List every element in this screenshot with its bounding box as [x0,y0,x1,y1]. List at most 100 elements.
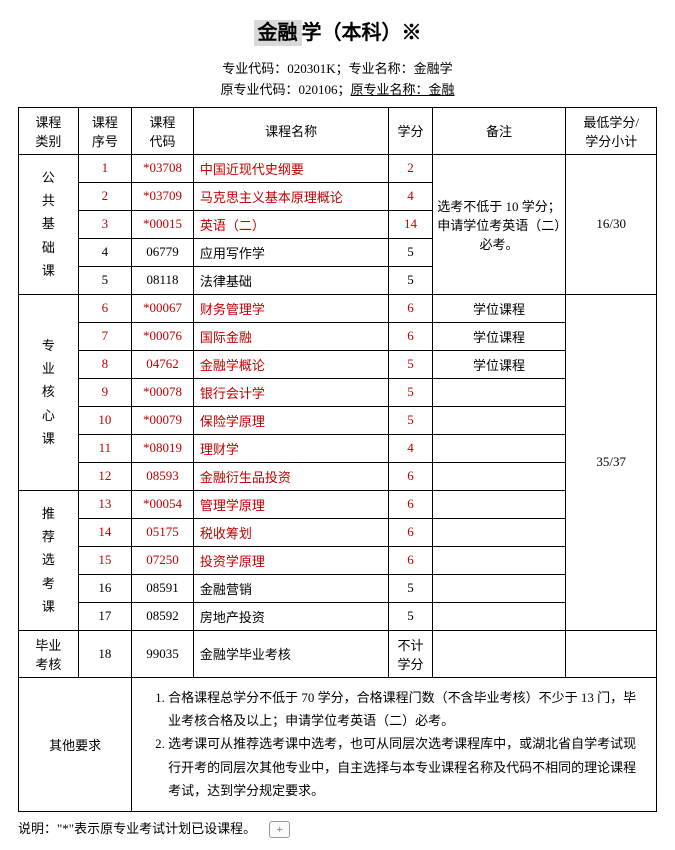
other-notes-cell: 合格课程总学分不低于 70 学分，合格课程门数（不含毕业考核）不少于 13 门，… [132,677,657,811]
code-cell: *00076 [132,322,194,350]
name-cell: 法律基础 [193,266,389,294]
code-cell: 08593 [132,462,194,490]
credit-cell: 5 [389,238,432,266]
credit-cell: 5 [389,602,432,630]
code-cell: 06779 [132,238,194,266]
code-cell: 08592 [132,602,194,630]
name-cell: 英语（二） [193,210,389,238]
code-cell: 08591 [132,574,194,602]
code-cell: *00015 [132,210,194,238]
code-cell: *00079 [132,406,194,434]
credit-cell: 6 [389,322,432,350]
name-cell: 金融营销 [193,574,389,602]
name-cell: 金融学毕业考核 [193,630,389,677]
table-row: 专业核心课6*00067财务管理学6学位课程35/37 [19,294,657,322]
credit-cell: 6 [389,462,432,490]
remark-cell: 选考不低于 10 学分；申请学位考英语（二）必考。 [432,154,566,294]
seq-cell: 14 [78,518,132,546]
table-row: 1708592房地产投资5 [19,602,657,630]
meta-block: 专业代码：020301K；专业名称：金融学 原专业代码：020106；原专业名称… [18,59,657,101]
meta-line-1: 专业代码：020301K；专业名称：金融学 [18,59,657,80]
credit-cell: 5 [389,574,432,602]
h-seq: 课程序号 [78,107,132,154]
remark-cell [432,406,566,434]
table-row: 11*08019理财学4 [19,434,657,462]
remark-cell [432,490,566,518]
code-cell: *00067 [132,294,194,322]
table-row: 1405175税收筹划6 [19,518,657,546]
h-category: 课程类别 [19,107,79,154]
table-row: 1608591金融营销5 [19,574,657,602]
name-cell: 保险学原理 [193,406,389,434]
name-cell: 管理学原理 [193,490,389,518]
code-cell: *03708 [132,154,194,182]
name-cell: 马克思主义基本原理概论 [193,182,389,210]
code-cell: 04762 [132,350,194,378]
h-name: 课程名称 [193,107,389,154]
table-row: 毕业考核1899035金融学毕业考核不计学分 [19,630,657,677]
category-cell: 推荐选考课 [19,490,79,630]
credit-cell: 5 [389,350,432,378]
remark-cell [432,630,566,677]
curriculum-table: 课程类别 课程序号 课程代码 课程名称 学分 备注 最低学分/学分小计 公共基础… [18,107,657,812]
remark-cell: 学位课程 [432,294,566,322]
title-highlight: 金融 [254,20,302,46]
seq-cell: 11 [78,434,132,462]
credit-cell: 6 [389,518,432,546]
min-cell [566,630,657,677]
table-row: 1507250投资学原理6 [19,546,657,574]
seq-cell: 13 [78,490,132,518]
header-row: 课程类别 课程序号 课程代码 课程名称 学分 备注 最低学分/学分小计 [19,107,657,154]
remark-cell: 学位课程 [432,350,566,378]
seq-cell: 17 [78,602,132,630]
name-cell: 金融学概论 [193,350,389,378]
remark-cell: 学位课程 [432,322,566,350]
name-cell: 国际金融 [193,322,389,350]
h-min: 最低学分/学分小计 [566,107,657,154]
code-cell: 99035 [132,630,194,677]
name-cell: 税收筹划 [193,518,389,546]
remark-cell [432,378,566,406]
seq-cell: 2 [78,182,132,210]
remark-cell [432,602,566,630]
table-row: 推荐选考课13*00054管理学原理6 [19,490,657,518]
category-cell: 公共基础课 [19,154,79,294]
seq-cell: 12 [78,462,132,490]
note-item: 合格课程总学分不低于 70 学分，合格课程门数（不含毕业考核）不少于 13 门，… [168,686,644,733]
note-item: 选考课可从推荐选考课中选考，也可从同层次选考课程库中，或湖北省自学考试现行开考的… [168,732,644,802]
code-cell: *00078 [132,378,194,406]
footer: 说明："*"表示原专业考试计划已设课程。 + [18,818,657,838]
name-cell: 投资学原理 [193,546,389,574]
remark-cell [432,574,566,602]
credit-cell: 4 [389,434,432,462]
seq-cell: 16 [78,574,132,602]
seq-cell: 9 [78,378,132,406]
page-title: 金融学（本科）※ [18,16,657,45]
table-row: 7*00076国际金融6学位课程 [19,322,657,350]
seq-cell: 15 [78,546,132,574]
code-cell: *00054 [132,490,194,518]
seq-cell: 5 [78,266,132,294]
credit-cell: 4 [389,182,432,210]
table-row: 804762金融学概论5学位课程 [19,350,657,378]
name-cell: 理财学 [193,434,389,462]
code-cell: 05175 [132,518,194,546]
name-cell: 应用写作学 [193,238,389,266]
min-cell: 16/30 [566,154,657,294]
add-button[interactable]: + [269,821,290,838]
credit-cell: 6 [389,546,432,574]
seq-cell: 8 [78,350,132,378]
credit-cell: 6 [389,294,432,322]
credit-cell: 5 [389,406,432,434]
credit-cell: 14 [389,210,432,238]
seq-cell: 4 [78,238,132,266]
code-cell: *03709 [132,182,194,210]
credit-cell: 6 [389,490,432,518]
name-cell: 财务管理学 [193,294,389,322]
table-row: 其他要求合格课程总学分不低于 70 学分，合格课程门数（不含毕业考核）不少于 1… [19,677,657,811]
h-code: 课程代码 [132,107,194,154]
name-cell: 银行会计学 [193,378,389,406]
code-cell: 08118 [132,266,194,294]
seq-cell: 18 [78,630,132,677]
seq-cell: 7 [78,322,132,350]
